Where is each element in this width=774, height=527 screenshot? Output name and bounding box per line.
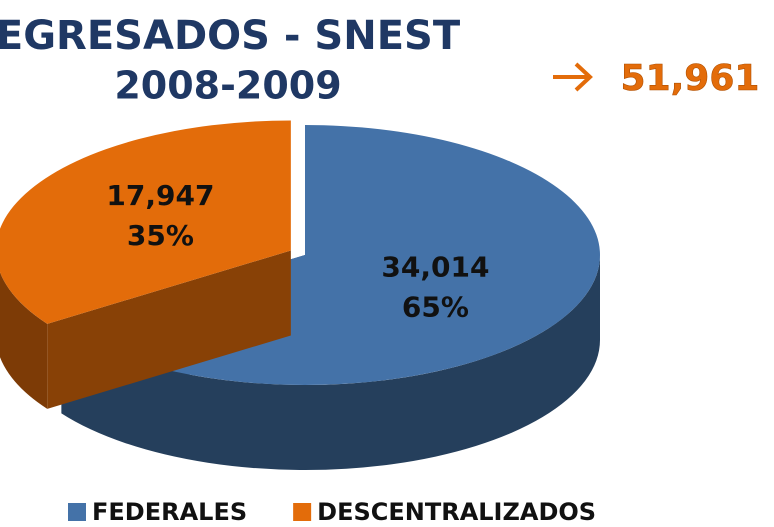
slice-edge [47,250,291,409]
legend-label: FEDERALES [92,498,247,526]
legend-swatch [293,503,312,521]
slice-side [0,272,48,409]
legend-swatch [68,503,86,521]
value-label: 34,014 [381,250,489,283]
legend-label: DESCENTRALIZADOS [317,498,596,526]
slice [0,120,291,409]
value-label: 17,947 [106,179,214,212]
total-label: 51,961 [621,58,760,99]
legend-item: FEDERALES [68,498,247,526]
percent-label: 35% [127,219,194,252]
percent-label: 65% [402,290,469,323]
chart-subtitle: 2008-2009 [114,64,341,108]
arrow-icon [553,62,593,92]
slice-top [0,120,291,324]
legend-item: DESCENTRALIZADOS [293,498,596,526]
chart-title: EGRESADOS - SNEST [0,13,461,59]
slice-side [61,255,600,471]
